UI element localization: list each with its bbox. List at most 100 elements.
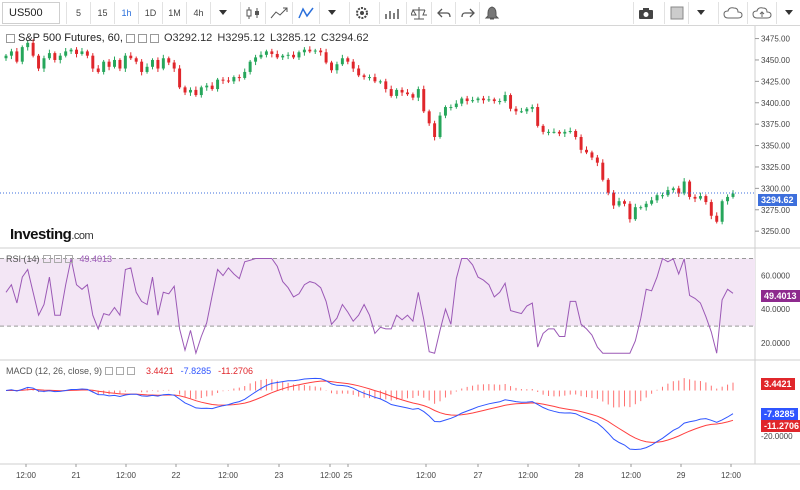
- candle-body: [547, 131, 551, 133]
- macd-visibility-icon[interactable]: [105, 367, 114, 375]
- cloud-load-icon[interactable]: [718, 2, 747, 24]
- main-legend: S&P 500 Futures, 60, O3292.12 H3295.12 L…: [6, 32, 369, 44]
- candle-body: [20, 47, 24, 62]
- candle-body: [335, 64, 339, 71]
- rsi-last-tag: 49.4013: [761, 290, 800, 302]
- layout-square-icon[interactable]: [664, 2, 688, 24]
- time-tick-label: 12:00: [16, 471, 37, 480]
- interval-1h-button[interactable]: 1h: [114, 1, 138, 24]
- legend-settings-icon[interactable]: [137, 33, 147, 43]
- candle-body: [156, 59, 160, 69]
- candle-body: [205, 85, 209, 88]
- macd-line: [5, 377, 734, 451]
- macd-close-icon[interactable]: [127, 367, 136, 375]
- candle-body: [476, 98, 480, 101]
- signal-last-tag: -11.2706: [761, 420, 800, 432]
- candle-body: [319, 50, 323, 53]
- candle-body: [688, 181, 692, 197]
- candle-body: [628, 203, 632, 220]
- camera-icon[interactable]: [633, 2, 658, 24]
- candle-body: [264, 51, 268, 55]
- candle-body: [69, 49, 73, 52]
- interval-15-button[interactable]: 15: [90, 1, 114, 24]
- candle-body: [726, 196, 730, 202]
- cloud-save-icon[interactable]: [747, 2, 776, 24]
- legend-visibility-icon[interactable]: [125, 33, 135, 43]
- rsi-close-icon[interactable]: [64, 255, 73, 263]
- undo-icon[interactable]: [431, 1, 455, 24]
- macd-last-tag: -7.8285: [761, 408, 798, 420]
- candle-body: [270, 51, 274, 54]
- price-tick-label: 3300.00: [761, 184, 790, 193]
- candle-body: [248, 61, 252, 72]
- time-tick-label: 28: [575, 471, 584, 480]
- candle-body: [91, 55, 95, 69]
- macd-settings-icon[interactable]: [116, 367, 125, 375]
- candle-body: [557, 131, 561, 134]
- candle-body: [210, 85, 214, 90]
- macd-tick-label: -20.0000: [761, 432, 793, 441]
- layout-dropdown-icon[interactable]: [688, 2, 712, 24]
- candle-body: [704, 196, 708, 203]
- logo-suffix: .com: [71, 230, 94, 242]
- legend-close-icon[interactable]: [149, 33, 159, 43]
- candle-body: [677, 188, 681, 194]
- interval-1m-button[interactable]: 1M: [162, 1, 186, 24]
- candle-body: [178, 68, 182, 88]
- candle-body: [47, 53, 51, 59]
- candle-body: [449, 107, 453, 109]
- interval-1d-button[interactable]: 1D: [138, 1, 162, 24]
- alert-bell-icon[interactable]: [479, 1, 504, 24]
- rsi-settings-icon[interactable]: [53, 255, 62, 263]
- candles-icon[interactable]: [240, 1, 265, 24]
- indicators-icon[interactable]: [292, 1, 319, 24]
- balance-scale-icon[interactable]: [406, 1, 431, 24]
- candle-body: [362, 75, 366, 78]
- interval-5-button[interactable]: 5: [66, 1, 90, 24]
- legend-toggle-icon[interactable]: [6, 33, 15, 43]
- candle-body: [281, 55, 285, 58]
- macd-label: MACD (12, 26, close, 9): [6, 366, 103, 376]
- price-tick-label: 3400.00: [761, 99, 790, 108]
- candle-body: [671, 188, 675, 191]
- candle-body: [595, 157, 599, 163]
- settings-gear-icon[interactable]: [349, 1, 373, 24]
- candle-body: [80, 51, 84, 54]
- candle-body: [422, 89, 426, 112]
- candle-body: [525, 108, 529, 112]
- investing-logo: Investing.com: [10, 226, 94, 243]
- candle-body: [715, 215, 719, 222]
- candle-body: [579, 137, 583, 150]
- time-tick-label: 12:00: [320, 471, 341, 480]
- redo-icon[interactable]: [455, 1, 479, 24]
- candle-body: [297, 52, 301, 58]
- candle-body: [519, 111, 523, 113]
- interval-dropdown-icon[interactable]: [210, 1, 234, 24]
- price-tick-label: 3375.00: [761, 120, 790, 129]
- candle-body: [96, 68, 100, 72]
- price-chart[interactable]: 3475.00 3450.00 3425.00 3400.00 3375.00 3350.…: [0, 26, 800, 490]
- symbol-input[interactable]: US500: [2, 1, 60, 24]
- macd-value: -7.8285: [180, 366, 212, 376]
- candle-body: [113, 59, 116, 67]
- candle-body: [639, 207, 643, 209]
- rsi-legend: RSI (14) 49.4013: [6, 254, 112, 264]
- candle-body: [389, 89, 393, 96]
- compare-icon[interactable]: [265, 1, 292, 24]
- interval-4h-button[interactable]: 4h: [186, 1, 210, 24]
- candle-body: [585, 149, 588, 153]
- last-price-tag: 3294.62: [758, 194, 797, 206]
- candle-body: [129, 55, 133, 59]
- candle-body: [183, 87, 187, 93]
- price-tick-label: 3425.00: [761, 77, 790, 86]
- bars-icon[interactable]: [379, 1, 406, 24]
- candle-body: [123, 55, 127, 69]
- candle-body: [161, 58, 165, 69]
- indicators-dropdown-icon[interactable]: [319, 1, 343, 24]
- candle-body: [237, 77, 241, 79]
- macd-hist-value: 3.4421: [146, 366, 174, 376]
- rsi-visibility-icon[interactable]: [42, 255, 51, 263]
- cloud-dropdown-icon[interactable]: [776, 2, 800, 24]
- candle-body: [536, 107, 540, 126]
- candle-body: [427, 111, 431, 124]
